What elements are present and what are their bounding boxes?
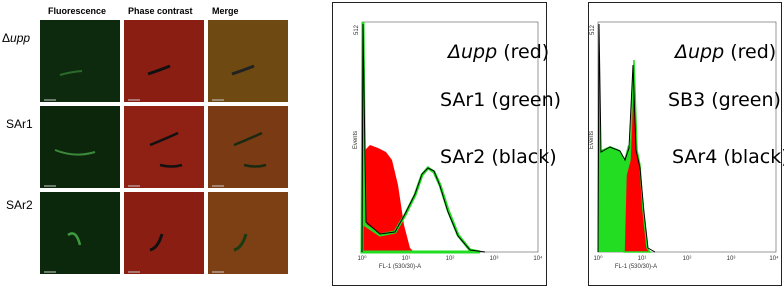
cell: [149, 131, 183, 168]
x-tick-label: 10³: [727, 256, 736, 262]
cell: [233, 233, 248, 252]
cell: [59, 70, 83, 76]
x-tick-label: 10²: [683, 256, 692, 262]
legend-entry: Δupp (red): [673, 41, 776, 63]
x-tick-label: 10³: [490, 256, 499, 262]
legend-part: Δupp: [446, 41, 497, 63]
legend-part: (red): [497, 41, 549, 63]
tile: [208, 192, 288, 274]
x-tick-label: 10⁴: [533, 255, 543, 262]
x-tick-label: 10⁰: [357, 255, 367, 262]
histogram-panel: 512 Events 10⁰ 10¹ 10² 10³ 10⁴ FL-1 (530…: [332, 2, 561, 286]
microscopy-panel: Fluorescence Phase contrast Merge Δupp S…: [2, 6, 288, 274]
y-axis-label: Events: [589, 131, 595, 149]
x-axis-label: FL-1 (530/30)-A: [379, 264, 421, 270]
cell: [147, 64, 171, 76]
y-tick-label: 512: [590, 24, 596, 35]
histogram-black: [361, 23, 486, 253]
legend-entry: SB3 (green): [668, 89, 781, 111]
row-label: Δupp: [2, 31, 30, 45]
legend-entry: SAr2 (black): [440, 146, 557, 168]
tile: [124, 106, 204, 188]
y-tick-label: 512: [354, 24, 360, 35]
x-tick-label: 10²: [446, 256, 455, 262]
x-tick-label: 10¹: [402, 256, 411, 262]
tiles: [40, 20, 288, 274]
legend-entry: SAr1 (green): [440, 89, 561, 111]
tile: [208, 20, 288, 102]
column-header: Fluorescence: [48, 6, 106, 16]
histogram-red: [362, 22, 414, 252]
row-label-part: upp: [10, 31, 30, 45]
cell: [67, 232, 82, 246]
cell: [233, 131, 267, 168]
tile: [124, 20, 204, 102]
legend-entry: Δupp (red): [446, 41, 549, 63]
row-label: SAr1: [6, 117, 33, 131]
x-tick-label: 10¹: [638, 256, 647, 262]
tile: [208, 106, 288, 188]
tile: [124, 192, 204, 274]
column-header: Merge: [212, 6, 239, 16]
histogram-black: [597, 23, 656, 253]
tile: [40, 20, 120, 102]
x-tick-label: 10⁴: [769, 255, 779, 262]
tile: [40, 192, 120, 274]
cell: [231, 64, 255, 76]
histogram-panel: 512 Events 10⁰ 10¹ 10² 10³ 10⁴ FL-1 (530…: [588, 2, 784, 286]
x-axis-label: FL-1 (530/30)-A: [615, 264, 657, 270]
row-label: SAr2: [6, 198, 33, 212]
tile: [40, 106, 120, 188]
legend-part: Δupp: [673, 41, 724, 63]
plot-frame: [597, 21, 777, 253]
y-axis-label: Events: [353, 131, 359, 149]
legend-part: (red): [724, 41, 776, 63]
row-label-part: Δ: [2, 31, 10, 45]
cell: [54, 149, 96, 156]
x-tick-label: 10⁰: [593, 255, 603, 262]
column-header: Phase contrast: [128, 6, 193, 16]
cell: [149, 233, 164, 252]
legend-entry: SAr4 (black): [672, 146, 784, 168]
scale-bar: [44, 99, 224, 273]
